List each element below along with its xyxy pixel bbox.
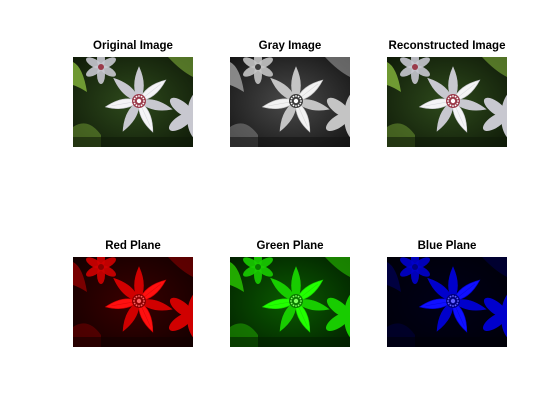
panel-title-red: Red Plane <box>105 240 161 252</box>
panel-title-reconstructed: Reconstructed Image <box>388 40 506 52</box>
panel-green-plane: Green Plane <box>230 240 350 347</box>
panel-title-blue: Blue Plane <box>417 240 477 252</box>
panel-reconstructed-image: Reconstructed Image <box>387 40 507 147</box>
red-plane-image <box>73 257 193 347</box>
panel-title-original: Original Image <box>93 40 173 52</box>
panel-title-green: Green Plane <box>256 240 324 252</box>
panel-blue-plane: Blue Plane <box>387 240 507 347</box>
panel-red-plane: Red Plane <box>73 240 193 347</box>
panel-title-gray: Gray Image <box>258 40 322 52</box>
blue-plane-image <box>387 257 507 347</box>
original-image <box>73 57 193 147</box>
green-plane-image <box>230 257 350 347</box>
panel-original-image: Original Image <box>73 40 193 147</box>
gray-image <box>230 57 350 147</box>
reconstructed-image <box>387 57 507 147</box>
panel-gray-image: Gray Image <box>230 40 350 147</box>
